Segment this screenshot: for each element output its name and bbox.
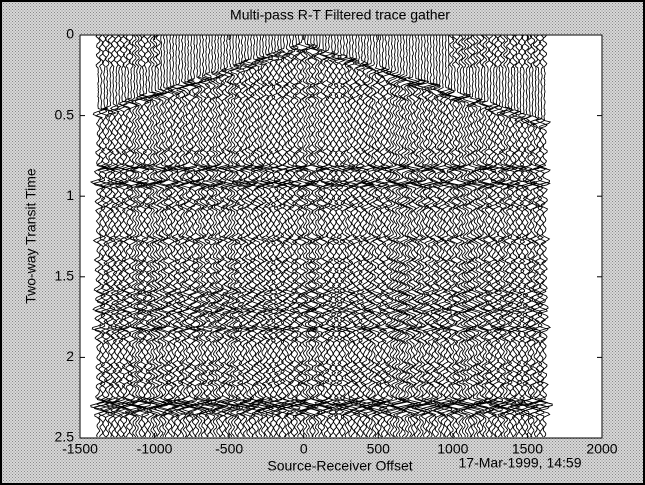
y-tick-label: 0 <box>66 26 74 42</box>
x-tick-label: 1500 <box>512 441 543 457</box>
x-tick-label: -1000 <box>137 441 173 457</box>
timestamp: 17-Mar-1999, 14:59 <box>459 455 582 471</box>
y-tick-label: 1.5 <box>55 268 75 284</box>
x-tick-label: 1000 <box>437 441 468 457</box>
x-tick-label: -500 <box>215 441 243 457</box>
x-tick-label: 500 <box>367 441 391 457</box>
y-tick-label: 2 <box>66 348 74 364</box>
chart: Multi-pass R-T Filtered trace gather Sou… <box>0 0 645 485</box>
chart-title: Multi-pass R-T Filtered trace gather <box>230 7 450 23</box>
x-tick-label: 0 <box>300 441 308 457</box>
y-tick-label: 0.5 <box>55 106 75 122</box>
x-axis-label: Source-Receiver Offset <box>267 458 412 474</box>
y-tick-label: 1 <box>66 187 74 203</box>
y-axis-label: Two-way Transit Time <box>23 168 39 304</box>
x-tick-label: 2000 <box>586 441 617 457</box>
y-tick-label: 2.5 <box>55 429 75 445</box>
